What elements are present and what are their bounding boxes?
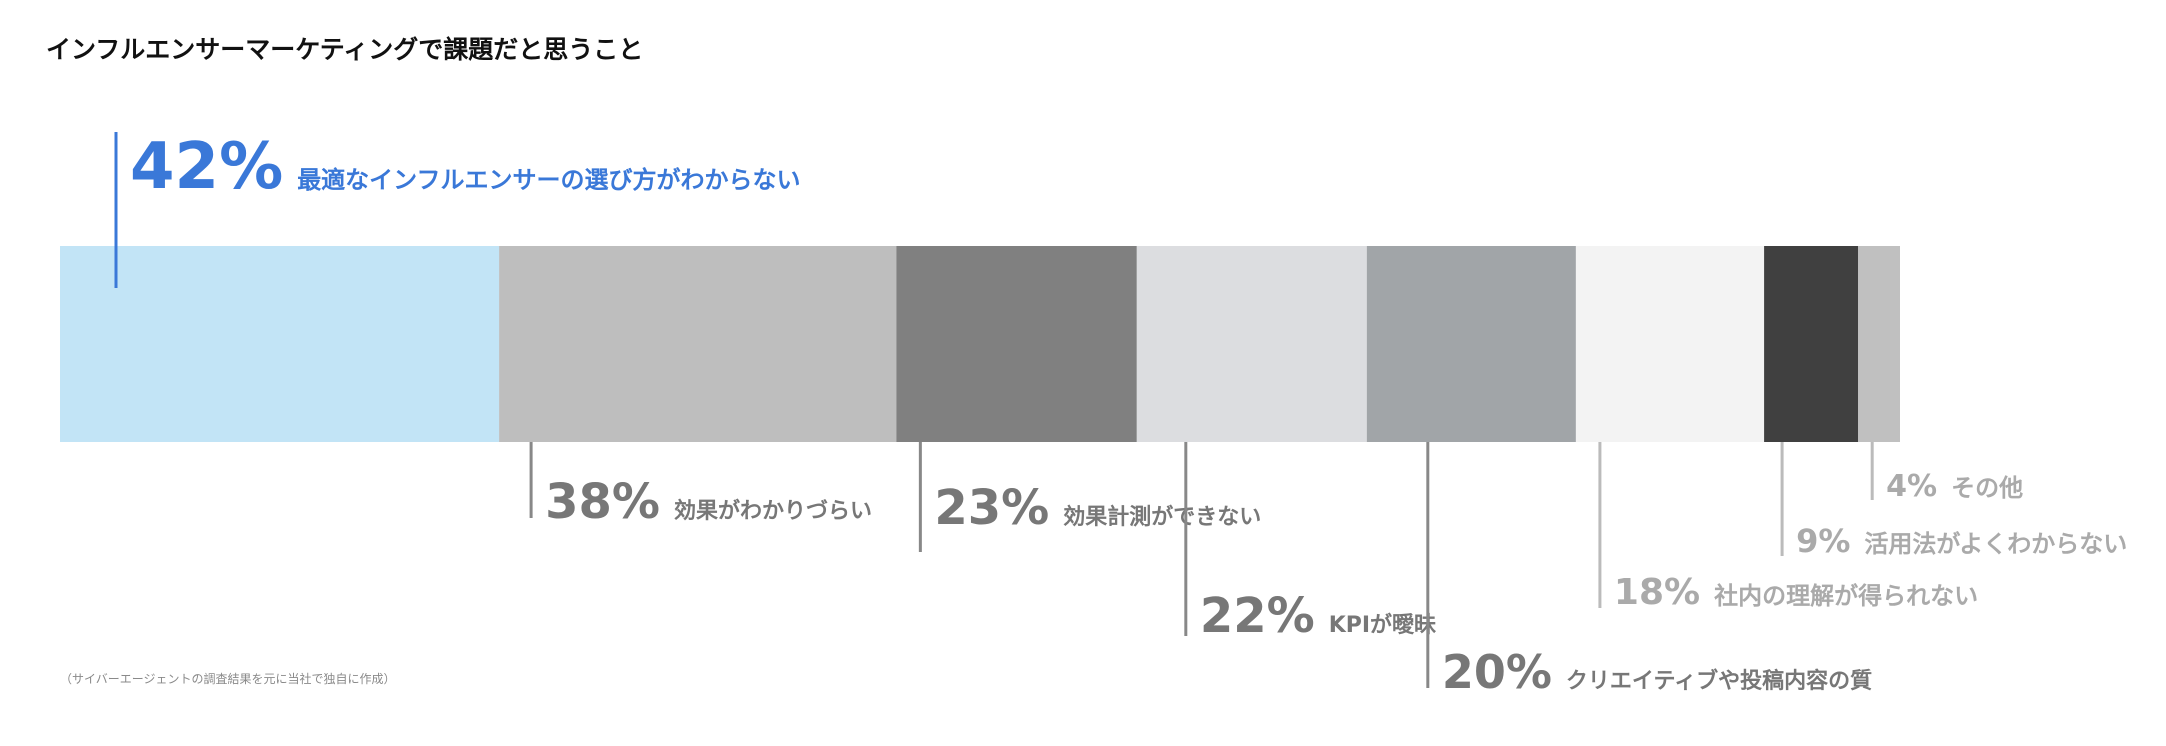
callout-text-4: 22% KPIが曖昧 xyxy=(1200,588,1437,644)
value-label-7: 9% xyxy=(1796,522,1850,560)
callout-text-2: 38% 効果がわかりづらい xyxy=(545,474,872,530)
callout-text-6: 18% 社内の理解が得られない xyxy=(1614,572,1978,613)
bar-segment-5 xyxy=(1366,246,1576,442)
callout-text-5: 20% クリエイティブや投稿内容の質 xyxy=(1442,645,1872,699)
value-label-3: 23% xyxy=(934,480,1049,536)
value-label-6: 18% xyxy=(1614,572,1700,613)
callout-text-3: 23% 効果計測ができない xyxy=(934,480,1261,536)
category-label-8: その他 xyxy=(1951,474,2023,502)
value-label-5: 20% xyxy=(1442,645,1552,699)
callout-text-1: 42% 最適なインフルエンサーの選び方がわからない xyxy=(130,130,800,204)
value-label-4: 22% xyxy=(1200,588,1315,644)
source-note: （サイバーエージェントの調査結果を元に当社で独自に作成） xyxy=(60,672,396,686)
bar-segment-6 xyxy=(1575,246,1765,442)
callout-text-8: 4% その他 xyxy=(1886,469,2023,504)
category-label-2: 効果がわかりづらい xyxy=(674,498,872,524)
category-label-4: KPIが曖昧 xyxy=(1329,612,1437,638)
chart-title: インフルエンサーマーケティングで課題だと思うこと xyxy=(46,35,644,64)
bar-segment-4 xyxy=(1136,246,1367,442)
value-label-8: 4% xyxy=(1886,469,1937,504)
category-label-3: 効果計測ができない xyxy=(1063,504,1261,530)
category-label-7: 活用法がよくわからない xyxy=(1864,530,2127,558)
value-label-1: 42% xyxy=(130,130,283,204)
callout-text-7: 9% 活用法がよくわからない xyxy=(1796,522,2127,560)
bar-segment-8 xyxy=(1858,246,1900,442)
bar-segments xyxy=(60,246,1900,442)
value-label-2: 38% xyxy=(545,474,660,530)
bar-segment-2 xyxy=(499,246,897,442)
category-label-6: 社内の理解が得られない xyxy=(1714,582,1978,610)
callout-labels: 42% 最適なインフルエンサーの選び方がわからない 38% 効果がわかりづらい 23% 効… xyxy=(114,130,2127,699)
bar-segment-3 xyxy=(896,246,1137,442)
category-label-5: クリエイティブや投稿内容の質 xyxy=(1566,668,1872,694)
bar-segment-7 xyxy=(1764,246,1859,442)
bar-segment-1 xyxy=(60,246,500,442)
category-label-1: 最適なインフルエンサーの選び方がわからない xyxy=(297,166,800,194)
